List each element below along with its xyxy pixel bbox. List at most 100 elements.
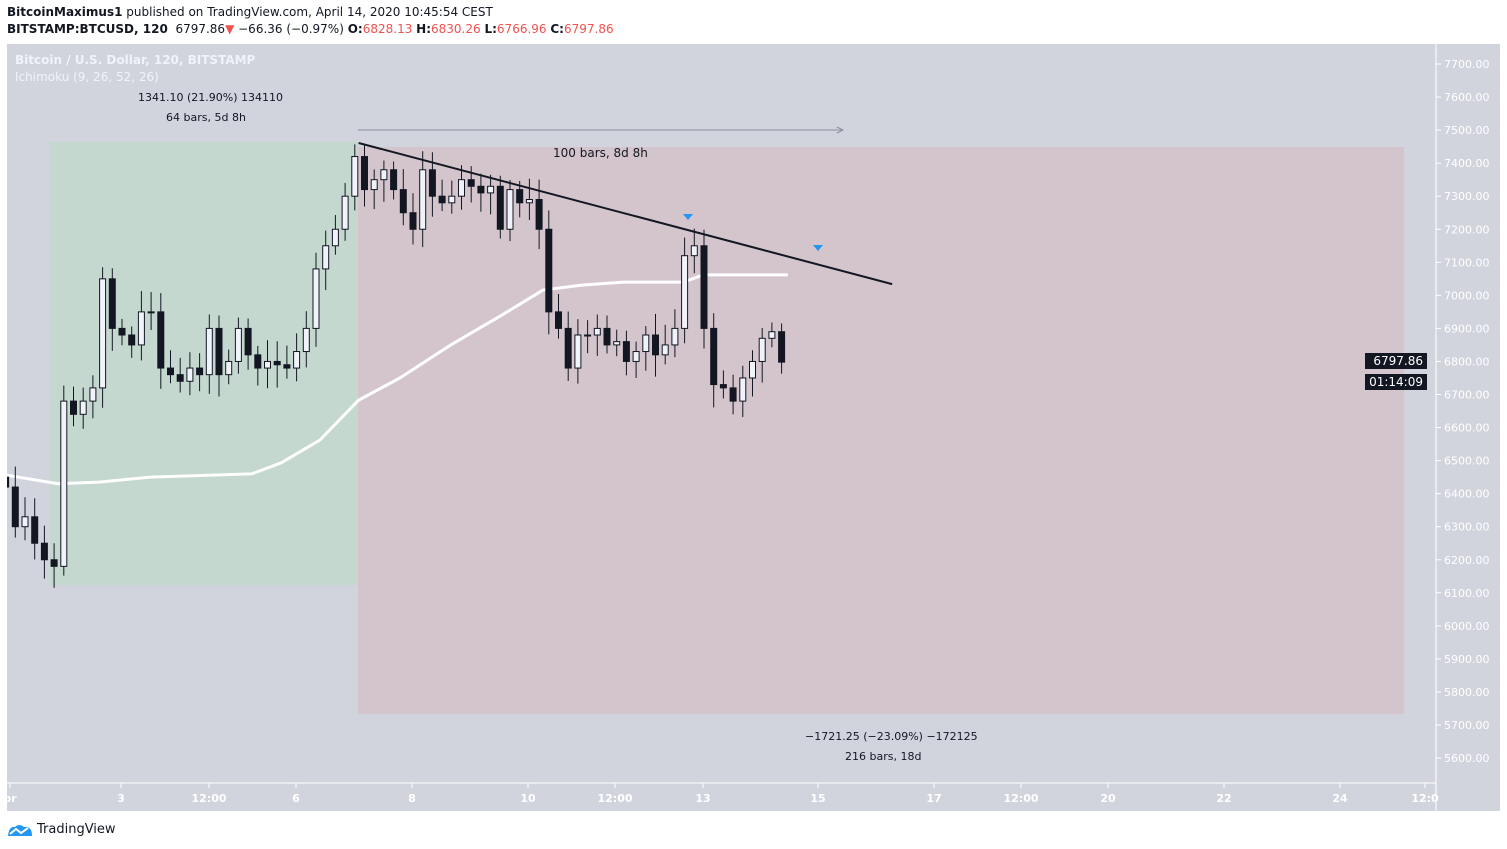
close-label: C: (550, 22, 564, 36)
candle (758, 337, 766, 362)
candle (361, 156, 368, 191)
time-tick-label: 15 (810, 792, 825, 805)
candle (681, 255, 689, 329)
candle (215, 327, 223, 376)
indicator-legend[interactable]: Ichimoku (9, 26, 52, 26) (15, 70, 159, 84)
candle (652, 334, 659, 356)
symbol: BITSTAMP:BTCUSD, 120 (7, 22, 168, 36)
price-tick-label: 7400.00 (1444, 157, 1490, 170)
candle (603, 327, 611, 346)
close: 6797.86 (563, 22, 614, 36)
long-bars-label: 64 bars, 5d 8h (166, 111, 246, 124)
candle (147, 311, 155, 314)
candle (264, 360, 271, 369)
candle (438, 195, 446, 204)
price-tick-label: 6300.00 (1444, 521, 1490, 534)
candle (739, 377, 747, 402)
candle (196, 367, 204, 376)
candle (613, 341, 621, 346)
candle (477, 185, 485, 194)
publish-info: BitcoinMaximus1 published on TradingView… (7, 5, 493, 19)
candle (390, 169, 398, 191)
time-tick-label: 24 (1332, 792, 1348, 805)
price-tick-label: 6800.00 (1444, 355, 1490, 368)
author[interactable]: BitcoinMaximus1 (7, 5, 123, 19)
open: 6828.13 (362, 22, 413, 36)
candle (7, 476, 10, 488)
price-tick-label: 7700.00 (1444, 58, 1490, 71)
time-tick-label: 12:00 (1003, 792, 1038, 805)
time-tick-label: 17 (926, 792, 941, 805)
candle (555, 311, 562, 329)
price-tick-label: 6400.00 (1444, 488, 1490, 501)
candle (50, 559, 58, 567)
price-tick-label: 6000.00 (1444, 620, 1490, 633)
candle (157, 311, 165, 369)
price-tick-label: 7500.00 (1444, 124, 1490, 137)
candle (467, 179, 475, 187)
tradingview-cloud-icon (8, 824, 32, 836)
time-tick-label: 8 (408, 792, 416, 805)
trend-bars-label: 100 bars, 8d 8h (553, 146, 648, 160)
tradingview-logo[interactable]: TradingView (7, 822, 116, 837)
price-tick-label: 7200.00 (1444, 223, 1490, 236)
candle (729, 387, 737, 402)
down-arrow-icon: ▼ (225, 22, 235, 36)
candle (40, 542, 48, 561)
short-position-zone (358, 147, 1404, 714)
last-price-tag: 6797.86 (1365, 353, 1427, 369)
candle (778, 331, 786, 363)
candle (632, 351, 640, 362)
price-tick-label: 6700.00 (1444, 389, 1490, 402)
candle (186, 367, 194, 382)
down-arrow-marker-icon (683, 214, 693, 220)
candle (671, 327, 679, 346)
candle (719, 384, 727, 389)
time-tick-label: 13 (695, 792, 710, 805)
candle (487, 185, 495, 194)
candle (399, 189, 407, 214)
high-label: H: (416, 22, 432, 36)
candle (642, 334, 650, 353)
high: 6830.26 (431, 22, 481, 36)
candle (622, 341, 630, 362)
candle (458, 179, 465, 197)
price-tick-label: 5600.00 (1444, 752, 1490, 765)
chart-area[interactable]: 7700.00 7600.00 7500.00 7400.00 7300.00 7200.… (7, 44, 1500, 811)
candle (351, 156, 359, 197)
candle (448, 195, 456, 204)
time-tick-label: 6 (292, 792, 300, 805)
chart-canvas[interactable]: 7700.00 7600.00 7500.00 7400.00 7300.00 7200.… (7, 44, 1500, 811)
time-tick-label: 12:00 (191, 792, 226, 805)
price-tick-label: 6600.00 (1444, 422, 1490, 435)
candle (11, 486, 19, 528)
candle (593, 327, 601, 336)
time-tick-label: pr (7, 792, 17, 805)
open-label: O: (347, 22, 363, 36)
candle (710, 327, 718, 386)
long-position-zone (50, 142, 358, 585)
publish-date: published on TradingView.com, April 14, … (126, 5, 493, 19)
candle (205, 327, 213, 376)
candle (99, 278, 107, 389)
candle (506, 189, 514, 230)
candle (137, 311, 145, 346)
down-arrow-marker-icon (813, 245, 823, 251)
change: −66.36 (−0.97%) (238, 22, 344, 36)
low: 6766.96 (496, 22, 547, 36)
time-tick-label: 12:00 (597, 792, 632, 805)
candle (322, 245, 330, 270)
measure-arrowhead (836, 126, 845, 134)
price-tick-label: 7000.00 (1444, 289, 1490, 302)
candle (234, 327, 242, 362)
price-tick-label: 6100.00 (1444, 587, 1490, 600)
time-tick-label: 10 (520, 792, 536, 805)
candle (60, 400, 68, 567)
candle (564, 327, 572, 369)
price-tick-label: 5800.00 (1444, 686, 1490, 699)
candle (419, 169, 427, 230)
short-range-label: −1721.25 (−23.09%) −172125 (805, 730, 978, 743)
candle (409, 212, 417, 230)
candle (749, 360, 756, 379)
candle (70, 400, 77, 415)
